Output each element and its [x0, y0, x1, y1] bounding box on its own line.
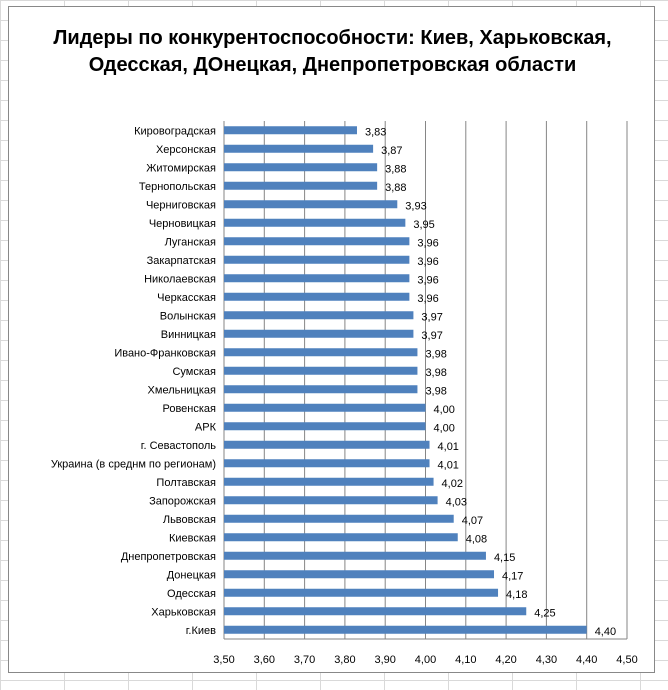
data-label: 3,88 — [385, 163, 406, 175]
category-label: Черниговская — [146, 199, 216, 211]
category-label: Львовская — [163, 514, 216, 526]
category-label: Николаевская — [144, 273, 216, 285]
bar — [224, 570, 495, 579]
data-label: 3,88 — [385, 182, 406, 194]
data-label: 4,08 — [466, 533, 487, 545]
bar — [224, 311, 414, 320]
x-tick-label: 4,10 — [455, 654, 476, 666]
data-label: 3,96 — [417, 274, 438, 286]
data-label: 3,87 — [381, 145, 402, 157]
bar — [224, 385, 418, 394]
category-label: Украина (в среднм по регионам) — [51, 458, 216, 470]
data-label: 4,00 — [434, 404, 455, 416]
x-tick-label: 4,20 — [495, 654, 516, 666]
x-tick-label: 3,70 — [294, 654, 315, 666]
data-label: 4,03 — [446, 496, 467, 508]
data-label: 3,96 — [417, 256, 438, 268]
bar — [224, 200, 398, 209]
bar — [224, 588, 499, 597]
bar — [224, 533, 458, 542]
bar — [224, 329, 414, 338]
category-label: Хмельницкая — [148, 384, 216, 396]
bar — [224, 348, 418, 357]
bar — [224, 459, 430, 468]
category-label: Закарпатская — [147, 255, 216, 267]
data-label: 4,15 — [494, 552, 515, 564]
x-tick-label: 4,50 — [616, 654, 637, 666]
category-label: Черкасская — [157, 292, 216, 304]
category-label: Одесская — [167, 588, 216, 600]
bar — [224, 422, 426, 431]
data-label: 4,00 — [434, 422, 455, 434]
category-label: Донецкая — [167, 569, 216, 581]
category-label: Винницкая — [161, 329, 216, 341]
x-tick-label: 4,40 — [576, 654, 597, 666]
data-label: 4,40 — [595, 626, 616, 638]
category-label: Житомирская — [146, 162, 216, 174]
data-label: 4,25 — [534, 607, 555, 619]
category-label: Кировоградская — [134, 125, 216, 137]
data-label: 4,01 — [438, 459, 459, 471]
bar — [224, 403, 426, 412]
category-label: Луганская — [165, 236, 216, 248]
x-tick-label: 3,80 — [334, 654, 355, 666]
data-label: 4,01 — [438, 441, 459, 453]
bar — [224, 237, 410, 246]
category-label: Черновицкая — [149, 218, 216, 230]
category-label: Днепропетровская — [121, 551, 216, 563]
category-label: г.Киев — [186, 625, 216, 637]
category-label: г. Севастополь — [141, 440, 216, 452]
data-label: 3,98 — [425, 367, 446, 379]
bar-chart-plot: 3,50 3,60 3,70 3,80 3,90 4,00 4,10 4,20 4,30 4,40… — [51, 121, 638, 666]
bar — [224, 255, 410, 264]
data-label: 4,02 — [442, 478, 463, 490]
x-tick-label: 3,60 — [254, 654, 275, 666]
x-tick-label: 3,50 — [213, 654, 234, 666]
bar — [224, 218, 406, 227]
data-label: 3,97 — [421, 330, 442, 342]
data-label: 3,96 — [417, 237, 438, 249]
bar — [224, 181, 378, 190]
bar — [224, 292, 410, 301]
bar — [224, 144, 374, 153]
bar — [224, 274, 410, 283]
data-label: 3,93 — [405, 200, 426, 212]
category-label: Запорожская — [149, 495, 216, 507]
data-label: 3,83 — [365, 126, 386, 138]
data-label: 3,98 — [425, 348, 446, 360]
data-label: 4,18 — [506, 589, 527, 601]
chart: Лидеры по конкурентоспособности: Киев, Х… — [8, 6, 655, 673]
bar — [224, 126, 357, 135]
bar — [224, 163, 378, 172]
x-tick-label: 3,90 — [374, 654, 395, 666]
bar — [224, 477, 434, 486]
data-label: 3,96 — [417, 293, 438, 305]
category-label: Херсонская — [156, 144, 216, 156]
bar — [224, 366, 418, 375]
data-label: 3,95 — [413, 219, 434, 231]
x-tick-label: 4,30 — [536, 654, 557, 666]
category-label: Сумская — [172, 366, 216, 378]
bar — [224, 440, 430, 449]
category-label: Харьковская — [151, 606, 216, 618]
bar — [224, 514, 454, 523]
category-label: Киевская — [169, 532, 216, 544]
x-tick-label: 4,00 — [415, 654, 436, 666]
category-label: Тернопольская — [139, 181, 216, 193]
category-label: Ивано-Франковская — [114, 347, 216, 359]
data-label: 3,98 — [425, 385, 446, 397]
bar — [224, 625, 587, 634]
bar — [224, 551, 486, 560]
data-label: 4,17 — [502, 570, 523, 582]
category-label: Ровенская — [162, 403, 216, 415]
category-label: АРК — [195, 421, 217, 433]
data-label: 3,97 — [421, 311, 442, 323]
category-label: Волынская — [160, 310, 216, 322]
category-label: Полтавская — [156, 477, 216, 489]
bar — [224, 496, 438, 505]
chart-title: Лидеры по конкурентоспособности: Киев, Х… — [53, 27, 612, 76]
data-label: 4,07 — [462, 515, 483, 527]
bar — [224, 607, 527, 616]
